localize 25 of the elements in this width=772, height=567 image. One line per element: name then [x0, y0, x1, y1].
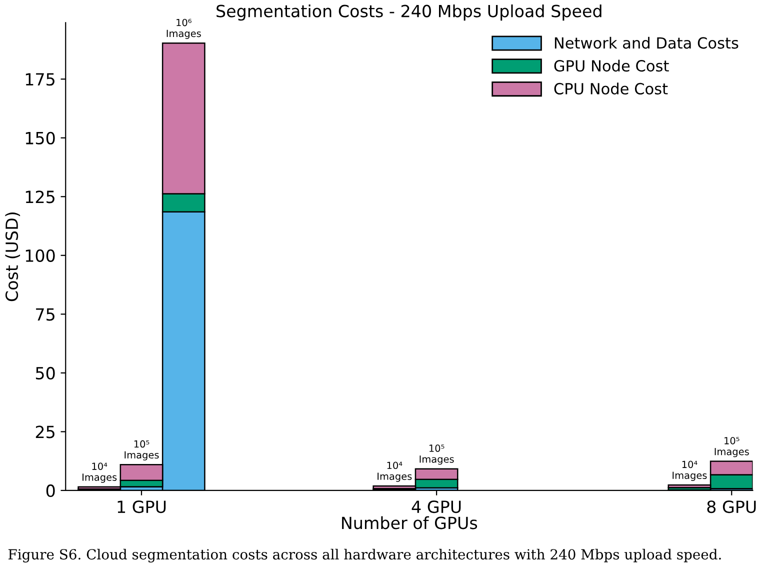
- y-tick-label: 125: [26, 190, 54, 204]
- annotation: 10⁵ Images: [420, 444, 454, 465]
- annotation: 10⁴ Images: [672, 460, 707, 481]
- annotation: 10⁵ Images: [714, 437, 749, 458]
- annotation: 10⁶ Images: [166, 18, 201, 39]
- y-tick-label: 75: [36, 308, 54, 321]
- legend-label: GPU Node Cost: [554, 60, 669, 72]
- y-axis-title: Cost (USD): [5, 212, 20, 302]
- x-tick-label: 4 GPU: [412, 500, 461, 514]
- y-tick-label: 100: [26, 249, 55, 262]
- legend-label: Network and Data Costs: [554, 36, 738, 49]
- y-tick-label: 150: [26, 132, 55, 144]
- chart-title: Segmentation Costs - 240 Mbps Upload Speed: [216, 4, 602, 21]
- x-axis-title: Number of GPUs: [342, 516, 478, 530]
- annotation: 10⁴ Images: [378, 462, 412, 482]
- x-tick-label: 1 GPU: [118, 500, 166, 514]
- annotation: 10⁵ Images: [124, 440, 159, 460]
- x-tick-label: 8 GPU: [707, 500, 756, 514]
- y-tick-label: 175: [26, 73, 54, 86]
- y-tick-label: 25: [36, 426, 54, 438]
- y-tick-label: 0: [46, 484, 55, 498]
- caption: Figure S6. Cloud segmentation costs across all hardware architectures with 240 Mbps upload speed.: [8, 548, 721, 562]
- legend-label: CPU Node Cost: [554, 82, 668, 94]
- y-tick-label: 50: [36, 366, 55, 380]
- annotation: 10⁴ Images: [82, 462, 117, 483]
